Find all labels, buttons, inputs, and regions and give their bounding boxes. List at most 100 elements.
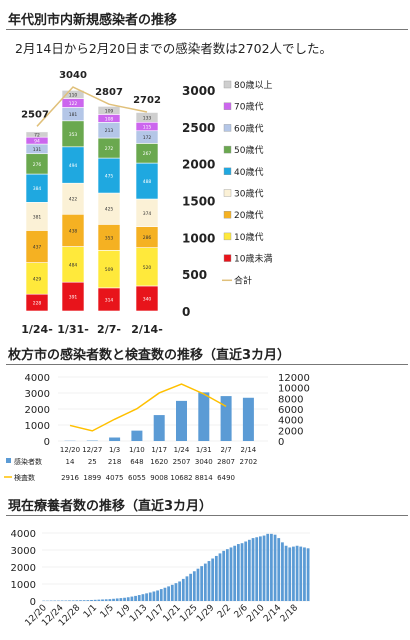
bar: [284, 545, 288, 601]
bar: [255, 537, 259, 601]
bar-segment: [25, 131, 49, 138]
data-label: 172: [143, 135, 152, 141]
x-tick-label: 1/31-: [57, 323, 89, 336]
x-tick-label: 2/10: [245, 603, 267, 625]
legend-swatch: [223, 102, 232, 110]
data-label: 353: [69, 132, 78, 138]
y-tick-label: 2000: [25, 405, 50, 416]
bar: [141, 594, 145, 601]
bar: [153, 415, 165, 441]
data-label: 276: [33, 162, 42, 168]
bar: [189, 573, 193, 601]
legend-swatch: [6, 458, 11, 463]
section1-subtitle: 2月14日から2月20日までの感染者数は2702人でした。: [15, 41, 333, 56]
legend-swatch: [223, 189, 232, 197]
y-tick-label: 0: [182, 305, 190, 319]
y-tick-label: 4000: [25, 373, 50, 384]
bar: [262, 535, 266, 601]
y-tick-label: 4000: [11, 529, 36, 540]
bar: [251, 538, 255, 601]
bar: [71, 600, 75, 601]
x-tick-label: 1/25: [178, 603, 199, 624]
total-label: 3040: [59, 70, 87, 81]
bar: [273, 534, 277, 601]
legend-label: 10歳未満: [234, 253, 272, 265]
bar: [167, 586, 170, 601]
table-cell: 25: [88, 458, 97, 466]
y-tick-label: 1000: [182, 231, 215, 245]
x-tick-label: 12/20: [60, 446, 80, 454]
data-label: 353: [105, 235, 114, 241]
data-label: 314: [105, 297, 114, 303]
bar: [75, 600, 79, 601]
section1-divider: [6, 29, 408, 30]
data-label: 374: [143, 211, 152, 217]
y-tick-label: 500: [182, 268, 207, 282]
bar: [242, 397, 254, 441]
table-cell: 10682: [170, 474, 192, 482]
data-label: 429: [33, 276, 42, 282]
line-series: [69, 383, 227, 432]
data-label: 391: [69, 295, 78, 301]
legend-label: 40歳代: [234, 166, 263, 178]
bar: [131, 430, 143, 441]
legend-label: 50歳代: [234, 144, 263, 156]
bar: [64, 600, 68, 601]
y2-tick-label: 10000: [278, 384, 310, 395]
bar: [112, 598, 115, 601]
y-tick-label: 3000: [182, 84, 215, 98]
data-label: 272: [105, 146, 114, 152]
bar: [79, 600, 82, 601]
data-label: 94: [34, 139, 40, 145]
section2-divider: [6, 364, 408, 365]
data-label: 109: [105, 108, 114, 114]
data-label: 133: [143, 115, 152, 121]
bar: [123, 597, 126, 601]
bar: [222, 550, 226, 601]
bar: [192, 571, 196, 601]
bar-segment: [97, 106, 121, 115]
table-row-label: 検査数: [14, 473, 35, 482]
bar: [60, 600, 64, 601]
x-tick-label: 1/17: [145, 603, 166, 624]
data-label: 381: [33, 214, 42, 220]
bar: [270, 533, 273, 601]
legend-label: 10歳代: [234, 231, 263, 243]
data-label: 228: [33, 301, 42, 307]
bar: [119, 598, 123, 601]
total-label: 2702: [133, 95, 161, 106]
section3-title: 現在療養者数の推移（直近3カ月）: [8, 499, 213, 514]
bar: [104, 599, 108, 601]
x-tick-label: 1/13: [128, 603, 149, 624]
data-label: 494: [69, 163, 78, 169]
bar: [196, 568, 200, 601]
x-tick-label: 1/10: [129, 446, 145, 454]
x-tick-label: 1/21: [162, 603, 183, 624]
bar: [292, 546, 295, 601]
bar: [126, 597, 130, 601]
bar: [244, 541, 248, 601]
data-label: 509: [105, 267, 114, 273]
data-label: 475: [105, 174, 114, 180]
table-cell: 9008: [150, 474, 168, 482]
data-label: 488: [143, 179, 152, 185]
total-label: 2807: [95, 87, 123, 98]
bar: [225, 549, 229, 601]
data-label: 422: [69, 197, 78, 203]
x-tick-label: 1/29: [195, 603, 217, 625]
x-tick-label: 2/14: [241, 446, 257, 454]
y2-tick-label: 12000: [278, 373, 310, 384]
bar: [181, 578, 185, 601]
legend-label: 70歳代: [234, 101, 263, 113]
data-label: 384: [33, 186, 42, 192]
bar: [207, 561, 211, 601]
bar: [200, 566, 204, 601]
bar: [115, 598, 119, 601]
x-tick-label: 1/24-: [21, 323, 53, 336]
y2-tick-label: 4000: [278, 416, 303, 427]
bar: [198, 392, 210, 441]
bar: [134, 595, 137, 601]
bar: [101, 599, 104, 601]
bar: [288, 547, 292, 601]
bar: [159, 589, 163, 601]
